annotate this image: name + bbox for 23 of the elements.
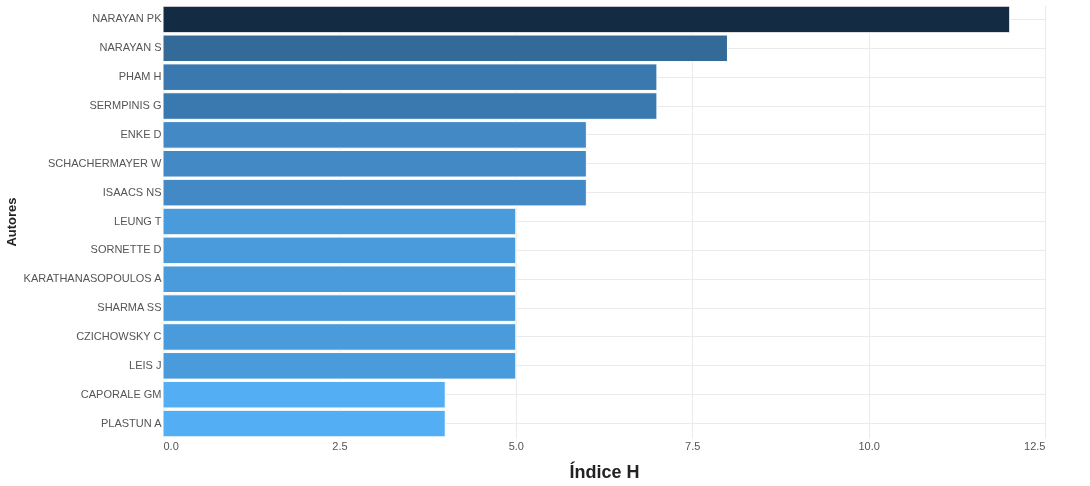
- x-axis-title: Índice H: [569, 460, 640, 482]
- x-tick-label: 7.5: [685, 439, 701, 452]
- y-tick-label: LEIS J: [129, 358, 162, 371]
- y-tick-label: NARAYAN S: [99, 41, 162, 54]
- y-tick-label: SERMPINIS G: [89, 99, 162, 112]
- y-tick-label: ISAACS NS: [102, 185, 162, 198]
- y-axis-title: Autores: [3, 197, 19, 247]
- y-tick-label: CZICHOWSKY C: [76, 329, 162, 342]
- x-tick-label: 2.5: [332, 439, 348, 452]
- x-tick-label: 10.0: [858, 439, 880, 452]
- x-tick-label: 5.0: [508, 439, 524, 452]
- y-tick-label: KARATHANASOPOULOS A: [23, 272, 163, 285]
- y-tick-label: SORNETTE D: [90, 243, 162, 256]
- y-tick-label: LEUNG T: [114, 214, 162, 227]
- y-tick-label: SCHACHERMAYER W: [48, 156, 163, 169]
- x-tick-label: 0.0: [163, 439, 179, 452]
- y-tick-label: PHAM H: [118, 70, 162, 83]
- y-tick-label: CAPORALE GM: [80, 387, 162, 400]
- x-tick-label: 12.5: [1024, 439, 1046, 452]
- y-tick-label: NARAYAN PK: [92, 12, 163, 25]
- y-tick-label: ENKE D: [120, 127, 162, 140]
- y-tick-label: SHARMA SS: [97, 301, 162, 314]
- y-tick-label: PLASTUN A: [100, 416, 163, 429]
